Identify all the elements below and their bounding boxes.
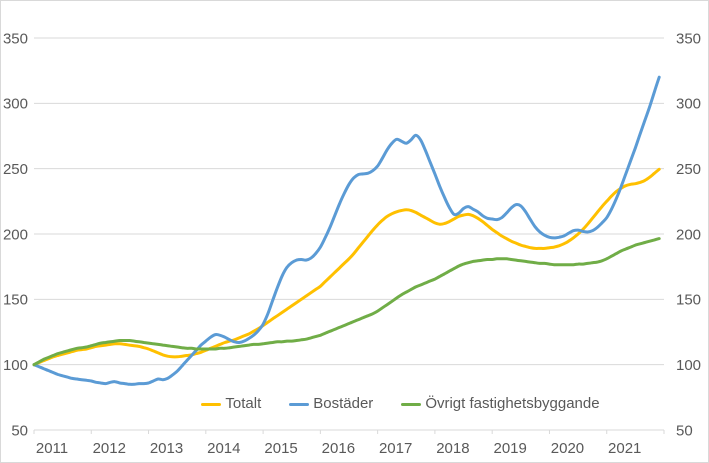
x-axis-label-2021: 2021 [608, 440, 641, 457]
legend-item-bostader: Bostäder [289, 394, 373, 414]
y-axis-label-right-100: 100 [676, 357, 701, 374]
x-axis-label-2015: 2015 [264, 440, 297, 457]
legend-label: Bostäder [313, 395, 374, 412]
series-line-1 [32, 75, 661, 386]
x-axis-label-2013: 2013 [150, 440, 183, 457]
x-axis-label-2018: 2018 [436, 440, 469, 457]
x-axis-label-2020: 2020 [551, 440, 584, 457]
y-axis-label-left-250: 250 [3, 161, 28, 178]
chart-legend: Totalt Bostäder Övrigt fastighetsbyggand… [47, 394, 708, 414]
y-axis-label-right-50: 50 [676, 422, 693, 439]
series-line-2 [32, 237, 661, 367]
x-axis-label-2011: 2011 [36, 440, 68, 457]
y-axis-label-right-150: 150 [676, 292, 701, 309]
x-axis-label-2014: 2014 [207, 440, 240, 457]
legend-item-totalt: Totalt [201, 394, 261, 414]
x-axis-label-2012: 2012 [93, 440, 126, 457]
legend-line-icon [201, 402, 222, 406]
y-axis-label-right-200: 200 [676, 226, 701, 243]
legend-line-icon [289, 402, 310, 406]
y-axis-label-left-300: 300 [3, 96, 28, 113]
y-axis-label-left-150: 150 [3, 292, 28, 309]
x-axis-label-2017: 2017 [379, 440, 412, 457]
y-axis-label-right-250: 250 [676, 161, 701, 178]
y-axis-label-left-200: 200 [3, 226, 28, 243]
y-axis-label-right-350: 350 [676, 30, 701, 47]
series-line-0 [32, 167, 661, 367]
x-axis-label-2016: 2016 [322, 440, 355, 457]
y-axis-label-left-350: 350 [3, 30, 28, 47]
y-axis-label-right-300: 300 [676, 96, 701, 113]
legend-label: Övrigt fastighetsbyggande [425, 395, 600, 412]
legend-label: Totalt [225, 395, 262, 412]
legend-line-icon [401, 402, 422, 406]
x-axis-label-2019: 2019 [493, 440, 526, 457]
legend-item-ovrigt: Övrigt fastighetsbyggande [401, 394, 600, 414]
y-axis-label-left-50: 50 [11, 422, 28, 439]
y-axis-label-left-100: 100 [3, 357, 28, 374]
